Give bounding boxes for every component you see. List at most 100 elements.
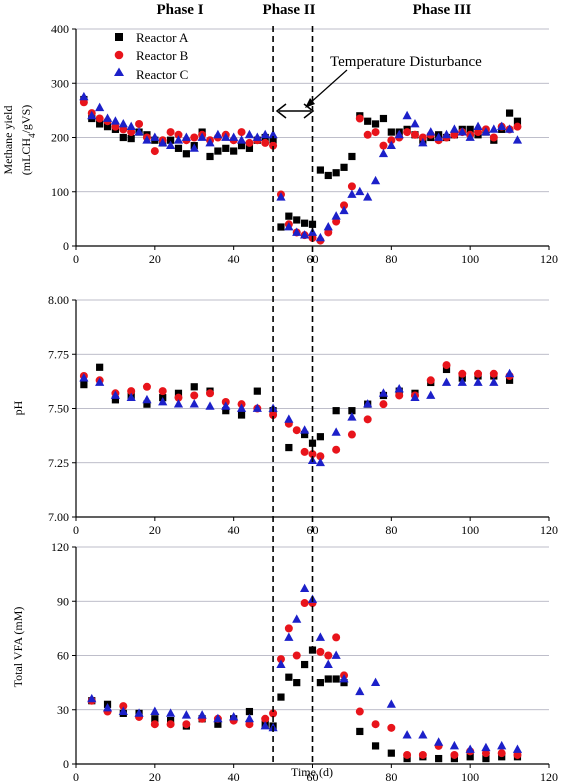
reactor-b-point bbox=[276, 655, 285, 664]
reactor-a-point bbox=[222, 407, 230, 415]
reactor-b-point bbox=[166, 720, 175, 729]
reactor-a-point bbox=[285, 212, 293, 220]
reactor-c-point bbox=[418, 730, 428, 739]
reactor-a-point bbox=[301, 219, 309, 227]
reactor-b-point bbox=[474, 369, 483, 378]
reactor-a-point bbox=[482, 754, 490, 763]
reactor-a-point bbox=[127, 134, 135, 143]
reactor-c-point bbox=[378, 388, 389, 397]
reactor-c-point bbox=[95, 102, 105, 112]
x-tick-label: 40 bbox=[228, 523, 240, 537]
reactor-b-point bbox=[324, 651, 333, 660]
reactor-c-point bbox=[173, 399, 184, 408]
reactor-c-point bbox=[158, 396, 168, 406]
reactor-b-point bbox=[245, 720, 254, 729]
reactor-b-point bbox=[426, 376, 435, 385]
reactor-c-point bbox=[481, 742, 491, 752]
reactor-c-point bbox=[457, 377, 467, 386]
reactor-a-point bbox=[119, 133, 127, 142]
reactor-c-point bbox=[504, 368, 515, 378]
reactor-b-point bbox=[497, 749, 506, 758]
reactor-a-point bbox=[80, 381, 88, 389]
reactor-a-point bbox=[364, 117, 372, 125]
reactor-c-point bbox=[229, 132, 239, 141]
reactor-b-point bbox=[395, 391, 404, 400]
reactor-c-point bbox=[110, 116, 121, 125]
reactor-c-point bbox=[126, 392, 136, 402]
x-tick-label: 0 bbox=[73, 523, 79, 537]
reactor-c-point bbox=[205, 401, 215, 410]
reactor-b-point bbox=[489, 369, 498, 378]
reactor-c-point bbox=[213, 713, 223, 723]
reactor-c-point bbox=[292, 227, 302, 236]
reactor-c-point bbox=[244, 713, 255, 723]
reactor-b-point bbox=[245, 138, 254, 147]
reactor-a-point bbox=[96, 363, 104, 371]
legend-marker-reactor-c bbox=[114, 67, 124, 76]
reactor-c-point bbox=[79, 91, 89, 101]
reactor-c-point bbox=[457, 127, 467, 136]
reactor-c-point bbox=[252, 403, 262, 412]
reactor-a-point bbox=[466, 753, 474, 761]
y-tick-label: 0 bbox=[63, 757, 69, 771]
reactor-b-point bbox=[324, 228, 333, 237]
annotation-pointer-arrow bbox=[308, 69, 348, 105]
reactor-a-point bbox=[190, 383, 198, 391]
reactor-c-point bbox=[489, 377, 499, 386]
y-tick-label: 200 bbox=[51, 131, 69, 145]
reactor-c-point bbox=[497, 121, 507, 131]
reactor-c-point bbox=[197, 132, 207, 141]
reactor-c-point bbox=[252, 132, 262, 141]
reactor-a-point bbox=[387, 749, 395, 757]
reactor-a-point bbox=[348, 407, 356, 415]
reactor-a-point bbox=[387, 128, 395, 136]
reactor-c-point bbox=[512, 135, 523, 144]
reactor-a-point bbox=[214, 720, 222, 728]
reactor-b-point bbox=[418, 133, 427, 142]
reactor-c-point bbox=[441, 377, 452, 386]
reactor-a-point bbox=[348, 152, 356, 161]
reactor-c-point bbox=[142, 135, 152, 144]
reactor-c-point bbox=[300, 583, 310, 592]
legend-label-reactor-a: Reactor A bbox=[136, 30, 189, 45]
reactor-c-point bbox=[95, 377, 105, 386]
reactor-c-point bbox=[347, 189, 357, 198]
annotation-pointer-arrowhead bbox=[305, 98, 315, 108]
reactor-c-point bbox=[402, 110, 412, 120]
y-tick-label: 100 bbox=[51, 185, 69, 199]
reactor-a-point bbox=[435, 754, 443, 763]
reactor-b-point bbox=[284, 624, 293, 633]
reactor-c-point bbox=[126, 121, 136, 131]
reactor-a-point bbox=[332, 407, 340, 415]
reactor-a-point bbox=[143, 400, 151, 408]
reactor-b-point bbox=[332, 633, 341, 642]
reactor-a-point bbox=[324, 675, 332, 683]
y-tick-label: 7.00 bbox=[48, 510, 69, 524]
x-axis-label: Time (d) bbox=[291, 765, 333, 779]
reactor-b-point bbox=[300, 447, 309, 456]
reactor-c-point bbox=[181, 710, 191, 719]
x-tick-label: 60 bbox=[307, 770, 319, 783]
reactor-c-point bbox=[173, 135, 184, 144]
reactor-a-point bbox=[340, 679, 348, 687]
x-tick-label: 0 bbox=[73, 252, 79, 266]
x-tick-label: 40 bbox=[228, 770, 240, 783]
y-tick-label: 60 bbox=[57, 649, 69, 663]
reactor-a-point bbox=[222, 144, 230, 152]
reactor-b-point bbox=[316, 452, 325, 461]
reactor-b-point bbox=[450, 750, 459, 759]
reactor-b-point bbox=[347, 182, 356, 191]
reactor-a-point bbox=[505, 376, 514, 384]
reactor-c-point bbox=[236, 403, 247, 412]
reactor-b-point bbox=[371, 128, 380, 137]
legend: Reactor A Reactor B Reactor C bbox=[114, 30, 189, 82]
reactor-b-point bbox=[158, 387, 167, 396]
phase-2-label: Phase II bbox=[263, 2, 316, 18]
reactor-c-point bbox=[394, 383, 404, 393]
reactor-b-point bbox=[340, 201, 349, 210]
reactor-b-point bbox=[237, 128, 246, 137]
reactor-a-point bbox=[277, 223, 285, 231]
reactor-a-point bbox=[237, 142, 246, 150]
reactor-a-point bbox=[316, 679, 324, 687]
reactor-a-point bbox=[96, 120, 104, 128]
